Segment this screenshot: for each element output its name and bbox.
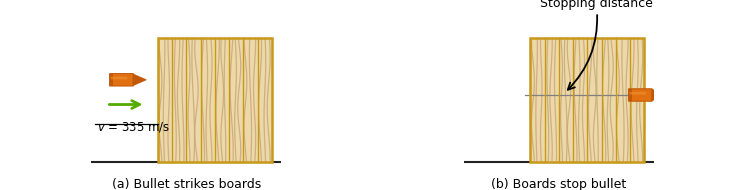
- FancyBboxPatch shape: [111, 77, 127, 79]
- FancyBboxPatch shape: [630, 92, 646, 95]
- Bar: [616, 38, 630, 162]
- Bar: [559, 38, 573, 162]
- Bar: [244, 38, 258, 162]
- Bar: [530, 38, 644, 162]
- Polygon shape: [652, 89, 665, 101]
- Bar: [629, 89, 632, 101]
- Text: $v$ = 335 m/s: $v$ = 335 m/s: [97, 120, 171, 134]
- Bar: [172, 38, 186, 162]
- Bar: [186, 38, 200, 162]
- Bar: [215, 38, 229, 162]
- Bar: [530, 38, 644, 162]
- Bar: [110, 74, 113, 86]
- Text: Stopping distance: Stopping distance: [539, 0, 653, 90]
- Bar: [229, 38, 244, 162]
- FancyBboxPatch shape: [628, 89, 652, 101]
- Bar: [530, 38, 545, 162]
- Bar: [200, 38, 215, 162]
- Bar: [587, 38, 601, 162]
- Bar: [630, 38, 644, 162]
- Bar: [158, 38, 272, 162]
- Text: (b) Boards stop bullet: (b) Boards stop bullet: [491, 178, 627, 190]
- Bar: [545, 38, 559, 162]
- Bar: [158, 38, 172, 162]
- Polygon shape: [133, 74, 146, 86]
- Bar: [158, 38, 272, 162]
- Bar: [601, 38, 616, 162]
- Text: (a) Bullet strikes boards: (a) Bullet strikes boards: [112, 178, 261, 190]
- FancyBboxPatch shape: [110, 74, 133, 86]
- Bar: [258, 38, 272, 162]
- Bar: [573, 38, 587, 162]
